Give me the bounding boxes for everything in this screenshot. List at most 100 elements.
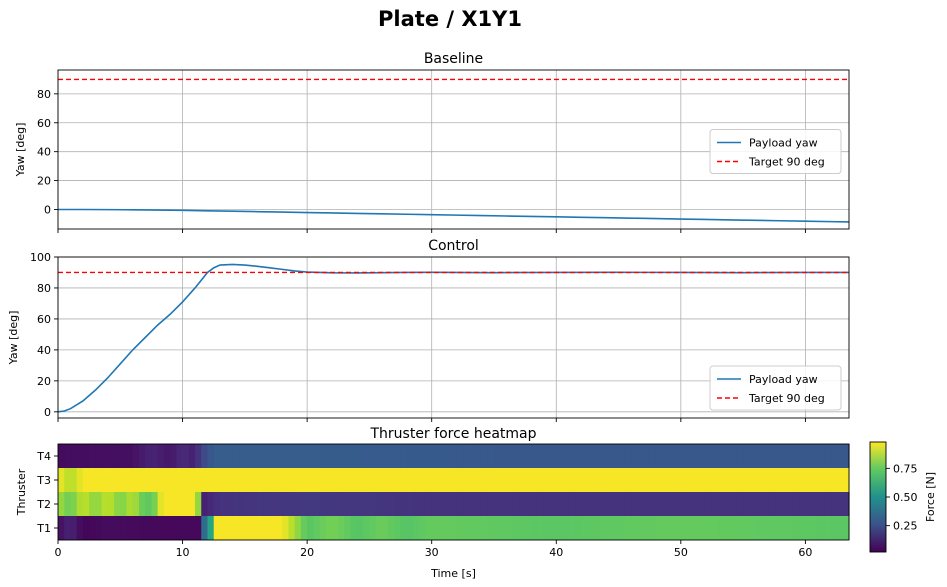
heatmap-cell bbox=[219, 444, 227, 468]
heatmap-cell bbox=[437, 444, 445, 468]
heatmap-cell bbox=[637, 444, 645, 468]
heatmap-cell bbox=[568, 492, 576, 516]
x-tick-label: 20 bbox=[300, 546, 314, 559]
colorbar-label: Force [N] bbox=[924, 472, 937, 522]
heatmap-cell bbox=[593, 492, 601, 516]
heatmap-cell bbox=[761, 468, 769, 492]
heatmap-cell bbox=[525, 468, 532, 492]
x-tick-label: 60 bbox=[798, 546, 812, 559]
heatmap-cell bbox=[138, 468, 146, 492]
heatmap-cell bbox=[537, 444, 545, 468]
y-tick-label: 0 bbox=[44, 203, 51, 216]
heatmap-cell bbox=[556, 492, 564, 516]
heatmap-cell bbox=[581, 492, 589, 516]
heatmap-cell bbox=[780, 444, 788, 468]
heatmap-cell bbox=[805, 516, 813, 540]
y-tick-label: 20 bbox=[37, 175, 51, 188]
heatmap-cell bbox=[631, 444, 638, 468]
heatmap-cell bbox=[687, 468, 694, 492]
heatmap-cell bbox=[58, 444, 65, 468]
heatmap-cell bbox=[182, 492, 190, 516]
heatmap-cell bbox=[811, 444, 819, 468]
heatmap-cell bbox=[792, 492, 800, 516]
heatmap-cell bbox=[70, 444, 78, 468]
heatmap-cell bbox=[537, 468, 545, 492]
heatmap-cell bbox=[574, 444, 582, 468]
heatmap-cell bbox=[469, 516, 476, 540]
heatmap-cell bbox=[219, 492, 227, 516]
heatmap-cell bbox=[768, 468, 775, 492]
heatmap-cell bbox=[811, 492, 819, 516]
heatmap-cell bbox=[381, 492, 389, 516]
heatmap-cell bbox=[718, 492, 726, 516]
heatmap-cell bbox=[157, 492, 165, 516]
heatmap-cell bbox=[244, 492, 252, 516]
heatmap-cell bbox=[824, 468, 831, 492]
heatmap-cell bbox=[157, 444, 165, 468]
heatmap-cell bbox=[761, 516, 769, 540]
heatmap-cell bbox=[450, 492, 458, 516]
heatmap-cell bbox=[550, 492, 557, 516]
heatmap-cell bbox=[792, 444, 800, 468]
heatmap-cell bbox=[450, 444, 458, 468]
heatmap-cell bbox=[711, 492, 719, 516]
heatmap-cell bbox=[643, 468, 651, 492]
heatmap-cell bbox=[531, 492, 539, 516]
heatmap-cell bbox=[64, 492, 72, 516]
heatmap-cell bbox=[288, 468, 296, 492]
heatmap-cell bbox=[369, 516, 377, 540]
heatmap-cell bbox=[711, 516, 719, 540]
heatmap-cell bbox=[132, 492, 140, 516]
heatmap-cell bbox=[500, 516, 508, 540]
heatmap-cell bbox=[263, 468, 271, 492]
heatmap-cell bbox=[332, 492, 339, 516]
heatmap-cell bbox=[251, 444, 258, 468]
heatmap-cell bbox=[207, 468, 215, 492]
heatmap-cell bbox=[145, 516, 153, 540]
heatmap-cell bbox=[126, 516, 134, 540]
heatmap-cell bbox=[743, 444, 750, 468]
heatmap-cell bbox=[493, 468, 501, 492]
heatmap-cell bbox=[730, 516, 738, 540]
heatmap-cell bbox=[493, 516, 501, 540]
heatmap-cell bbox=[207, 492, 215, 516]
heatmap-cell bbox=[581, 444, 589, 468]
y-tick-label: 0 bbox=[44, 406, 51, 419]
heatmap-cell bbox=[799, 492, 807, 516]
heatmap-cell bbox=[817, 444, 825, 468]
heatmap-cell bbox=[830, 516, 838, 540]
heatmap-cell bbox=[431, 516, 439, 540]
heatmap-cell bbox=[425, 492, 433, 516]
heatmap-cell bbox=[805, 444, 813, 468]
heatmap-cell bbox=[282, 444, 290, 468]
heatmap-cell bbox=[58, 492, 65, 516]
heatmap-cell bbox=[170, 516, 177, 540]
baseline-plot: 0 20 40 60 80 Baseline Yaw [deg] Payload yaw Tar… bbox=[14, 51, 850, 233]
heatmap-cell bbox=[824, 516, 831, 540]
row-label: T2 bbox=[36, 498, 51, 511]
heatmap-cell bbox=[82, 468, 90, 492]
heatmap-cell bbox=[662, 516, 669, 540]
heatmap-cell bbox=[531, 468, 539, 492]
heatmap-cell bbox=[76, 444, 84, 468]
heatmap-cell bbox=[743, 516, 750, 540]
heatmap-cell bbox=[693, 468, 701, 492]
heatmap-cell bbox=[425, 444, 433, 468]
heatmap-cell bbox=[730, 492, 738, 516]
heatmap-cell bbox=[269, 444, 277, 468]
heatmap-cell bbox=[107, 468, 115, 492]
figure-title: Plate / X1Y1 bbox=[378, 7, 522, 31]
heatmap-cell bbox=[313, 492, 321, 516]
heatmap-cell bbox=[195, 516, 202, 540]
y-axis-label: Yaw [deg] bbox=[14, 123, 27, 178]
heatmap-cell bbox=[413, 444, 420, 468]
heatmap-cell bbox=[307, 468, 314, 492]
plot-title: Thruster force heatmap bbox=[369, 426, 536, 442]
heatmap-cell bbox=[344, 516, 352, 540]
heatmap-cell bbox=[419, 516, 427, 540]
heatmap-cell bbox=[655, 516, 663, 540]
heatmap-cell bbox=[244, 468, 252, 492]
heatmap-cell bbox=[114, 444, 121, 468]
heatmap-cell bbox=[182, 516, 190, 540]
heatmap-cell bbox=[294, 492, 302, 516]
